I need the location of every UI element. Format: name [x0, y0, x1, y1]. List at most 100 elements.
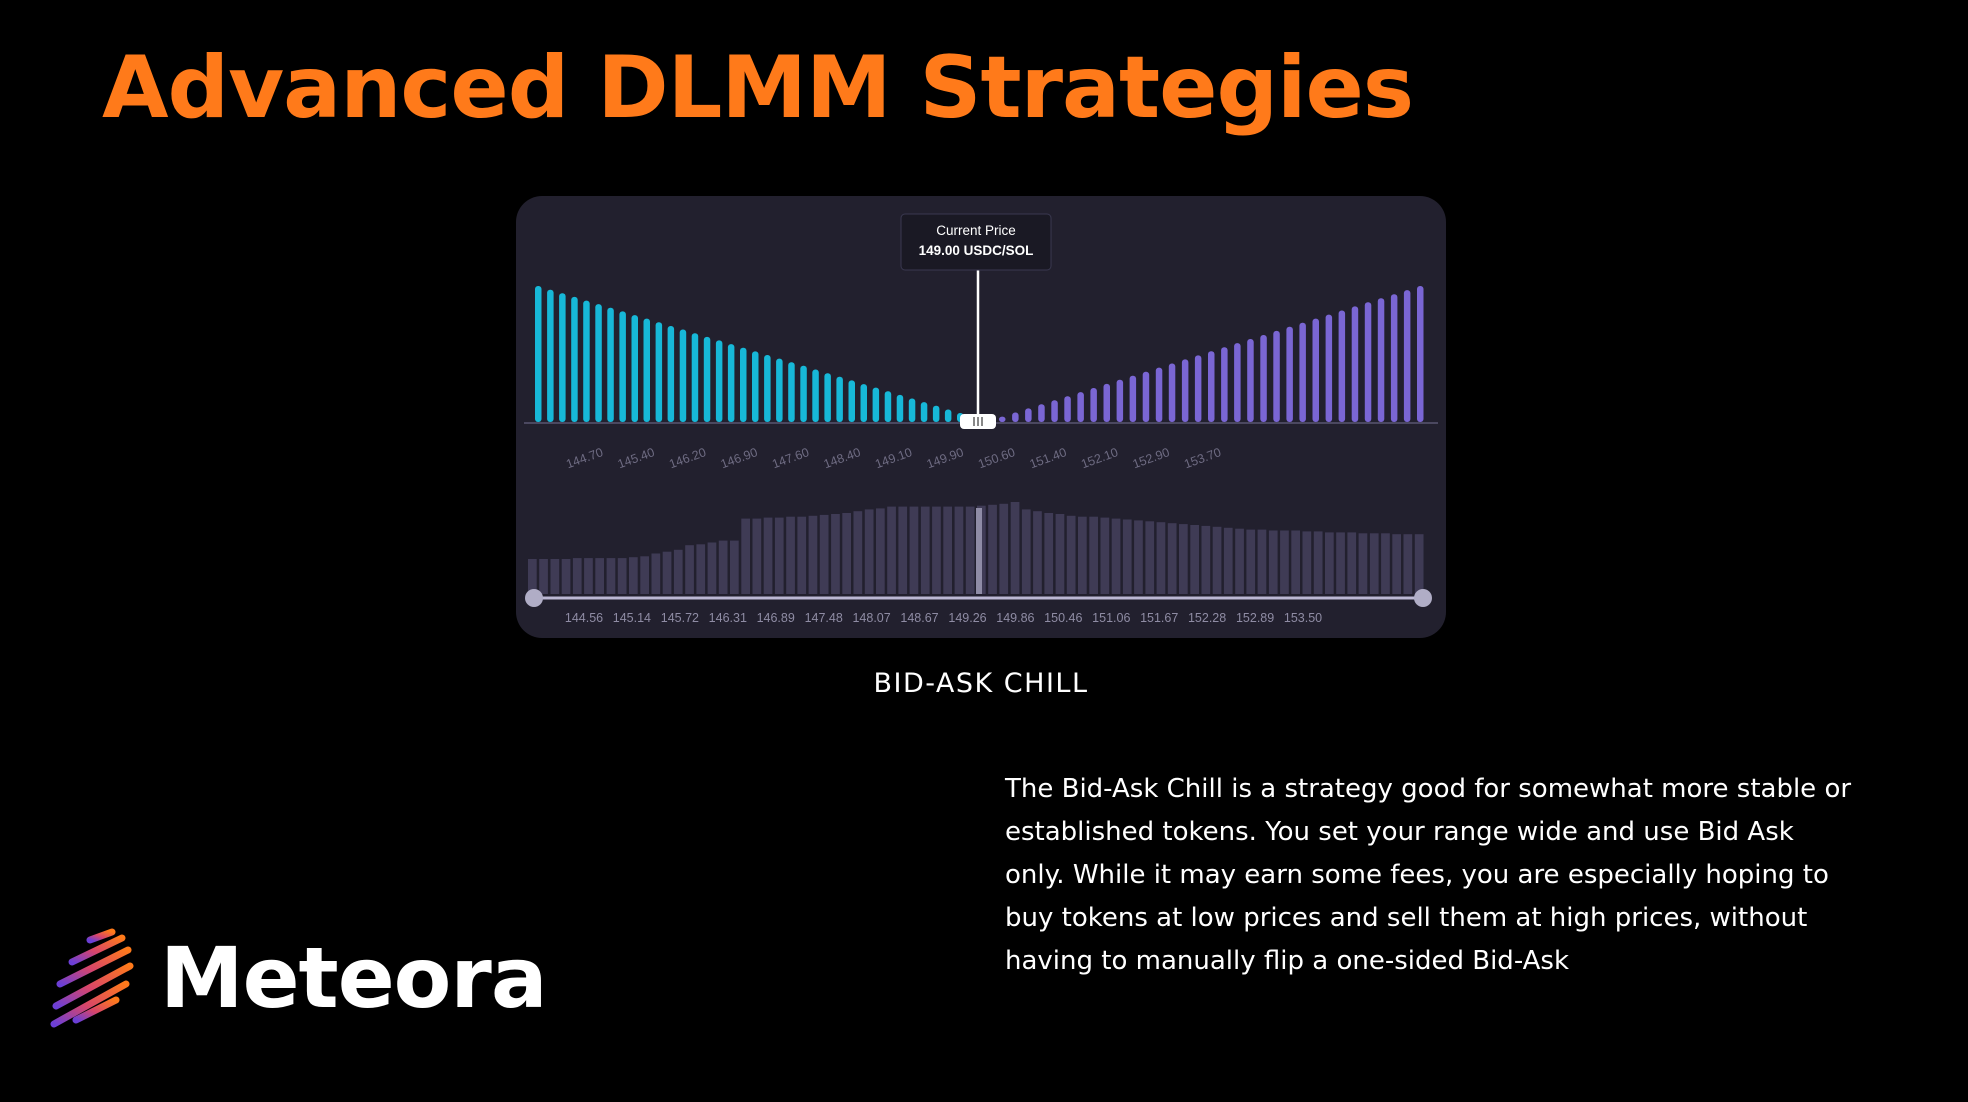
depth-bar [876, 508, 885, 594]
depth-bar [797, 516, 807, 594]
range-tick-label: 145.72 [661, 611, 699, 625]
depth-bar [1268, 530, 1278, 594]
depth-bar [673, 549, 683, 594]
depth-bar [1190, 525, 1199, 594]
depth-bar [1280, 530, 1289, 594]
depth-bar [1134, 520, 1143, 594]
depth-bar [853, 511, 863, 594]
bid-bar [631, 315, 638, 422]
bid-bar [583, 300, 590, 422]
ask-bar [1312, 318, 1319, 422]
depth-bar [1223, 527, 1233, 594]
depth-bar [539, 559, 548, 594]
depth-bar [1111, 518, 1121, 594]
distribution-tick-label: 145.40 [616, 445, 657, 471]
depth-bar [932, 506, 941, 594]
depth-bar [808, 515, 818, 594]
ask-bar [1181, 359, 1189, 422]
ask-bar [1168, 363, 1176, 422]
liquidity-chart: 144.70 145.40 146.20 146.90 147.60 148.40 149.… [524, 213, 1438, 625]
depth-bar [920, 506, 930, 594]
range-tick-label: 149.86 [996, 611, 1034, 625]
ask-bar [1377, 298, 1385, 422]
distribution-tick-labels: 144.70 145.40 146.20 146.90 147.60 148.40 149.… [564, 445, 1223, 471]
distribution-bars [535, 286, 1424, 422]
ask-bar [1390, 294, 1398, 422]
bid-bar [727, 344, 735, 422]
bid-bar [788, 362, 795, 422]
range-tick-label: 153.50 [1284, 611, 1322, 625]
ask-bar [1260, 335, 1267, 422]
depth-bar [528, 559, 537, 594]
distribution-tick-label: 149.90 [925, 445, 966, 471]
bid-bar [740, 347, 747, 422]
ask-bar [1299, 322, 1306, 422]
bid-bar [691, 333, 699, 422]
ask-bar [1403, 290, 1411, 422]
depth-bar [1257, 529, 1267, 594]
bid-bar [679, 329, 687, 422]
ask-bar [1338, 310, 1346, 422]
depth-bar [1369, 533, 1379, 594]
range-handle-icon[interactable] [960, 414, 996, 429]
bid-bar [932, 405, 940, 422]
ask-bar [1247, 339, 1254, 422]
depth-bar [763, 517, 773, 594]
range-slider-left-handle[interactable] [525, 589, 543, 607]
depth-bar [819, 514, 829, 594]
range-tick-label: 151.67 [1140, 611, 1178, 625]
ask-bar [1417, 286, 1424, 422]
bid-bar [824, 373, 831, 422]
depth-bar [965, 506, 975, 594]
depth-bar [999, 503, 1009, 594]
bid-bar [655, 322, 663, 422]
depth-bar [1313, 531, 1323, 594]
depth-bar [1021, 509, 1031, 594]
bid-bar [800, 365, 807, 422]
depth-bar [1325, 532, 1334, 594]
range-tick-label: 146.31 [709, 611, 747, 625]
bid-bar [872, 387, 880, 422]
distribution-tick-label: 151.40 [1028, 445, 1069, 471]
distribution-tick-label: 146.20 [667, 445, 708, 471]
bid-bar [944, 409, 952, 422]
ask-bar [1142, 371, 1150, 422]
depth-bar [1156, 522, 1166, 594]
depth-bar [1033, 511, 1042, 594]
bid-bar [535, 286, 542, 422]
current-price-value: 149.00 USDC/SOL [919, 243, 1034, 258]
ask-bar [999, 416, 1006, 422]
bid-bar [860, 384, 867, 422]
depth-bar [842, 513, 851, 594]
depth-bar [572, 558, 582, 594]
depth-bar [1100, 517, 1110, 594]
bid-bar [848, 380, 855, 422]
depth-bar [1235, 528, 1244, 594]
ask-bar [1194, 355, 1202, 422]
depth-bar [1078, 516, 1087, 594]
range-tick-label: 150.46 [1044, 611, 1082, 625]
depth-bar [629, 557, 638, 594]
bid-bar [836, 376, 843, 422]
ask-bar [1051, 400, 1058, 422]
depth-bar [1347, 532, 1357, 594]
ask-bar [1155, 367, 1163, 422]
depth-bar [1167, 523, 1177, 594]
range-depth-bars [528, 502, 1424, 594]
distribution-tick-label: 152.90 [1131, 445, 1172, 471]
depth-bar [786, 516, 795, 594]
range-slider-right-handle[interactable] [1414, 589, 1432, 607]
bid-bar [812, 369, 819, 422]
distribution-tick-label: 153.70 [1182, 445, 1223, 471]
ask-bar [1273, 330, 1280, 422]
range-tick-label: 149.26 [948, 611, 986, 625]
depth-bar [1010, 502, 1020, 594]
distribution-tick-label: 148.40 [822, 445, 863, 471]
depth-bar [1089, 516, 1098, 594]
ask-bar [1286, 326, 1293, 422]
bid-bar [667, 326, 675, 422]
depth-bar [718, 540, 728, 594]
depth-bar [1145, 521, 1155, 594]
depth-bar [1336, 532, 1345, 594]
ask-bar [1325, 314, 1333, 422]
